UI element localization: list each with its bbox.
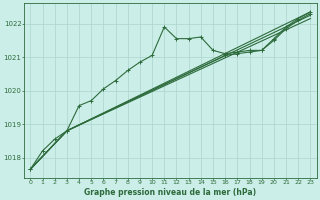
X-axis label: Graphe pression niveau de la mer (hPa): Graphe pression niveau de la mer (hPa) [84, 188, 256, 197]
